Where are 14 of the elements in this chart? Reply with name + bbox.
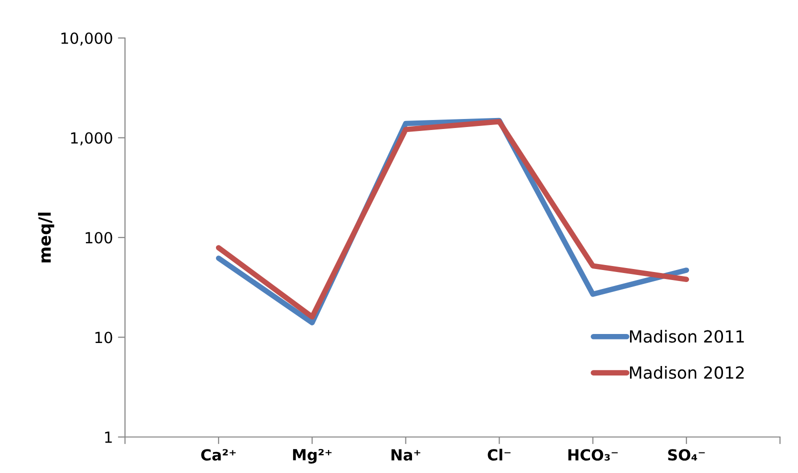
y-tick-label: 10 bbox=[95, 332, 112, 344]
y-axis-title: meq/l bbox=[38, 212, 54, 262]
y-tick-label: 10,000 bbox=[61, 32, 112, 46]
x-tick-label: Ca²⁺ bbox=[201, 449, 236, 461]
x-tick-label: SO₄⁻ bbox=[668, 449, 705, 461]
y-tick-label: 1,000 bbox=[71, 132, 112, 146]
x-tick-label: Cl⁻ bbox=[488, 448, 511, 461]
y-tick-label: 100 bbox=[86, 232, 112, 244]
x-tick-label: HCO₃⁻ bbox=[568, 449, 618, 461]
legend-label: Madison 2012 bbox=[630, 366, 744, 379]
x-tick-label: Na⁺ bbox=[392, 449, 420, 461]
legend-label: Madison 2011 bbox=[630, 330, 744, 343]
x-tick-label: Mg²⁺ bbox=[293, 448, 332, 464]
y-tick-label: 1 bbox=[105, 432, 112, 443]
